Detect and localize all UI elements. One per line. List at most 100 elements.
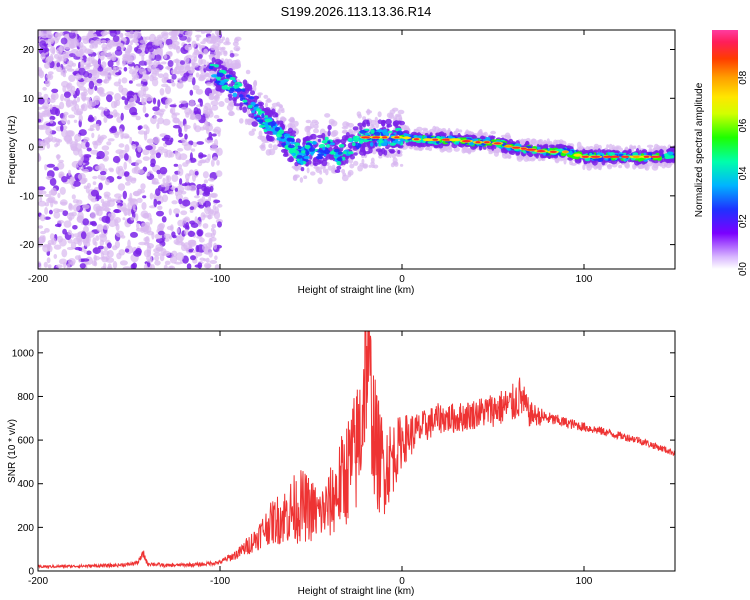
spectrogram-blob (97, 66, 104, 72)
spectrogram-blob (138, 125, 143, 130)
spectrogram-blob (285, 141, 291, 145)
spectrogram-blob (232, 92, 238, 98)
spectrogram-blob (203, 72, 211, 78)
spectrogram-blob (114, 217, 121, 224)
spectrogram-blob (114, 49, 123, 56)
spectrogram-blob (304, 144, 311, 149)
spectrogram-blob (290, 130, 297, 135)
spectrogram-blob (121, 37, 127, 42)
spectrogram-blob (133, 30, 138, 39)
spectrogram-blob (208, 196, 212, 202)
spectrogram-blob (357, 122, 364, 127)
y-tick-label: 400 (17, 479, 34, 490)
spectrogram-blob (123, 135, 130, 139)
spectrogram-blob (164, 104, 168, 109)
spectrogram-blob (155, 244, 164, 251)
spectrogram-blob (62, 228, 67, 235)
spectrogram-blob (75, 143, 82, 152)
spectrogram-blob (249, 96, 255, 100)
spectrogram-blob (187, 230, 195, 237)
spectrogram-peak (503, 145, 513, 148)
spectrogram-blob (264, 115, 269, 118)
spectrogram-blob (65, 130, 74, 137)
spectrogram-blob (203, 258, 207, 262)
spectrogram-blob (336, 165, 342, 170)
y-tick-label: -10 (20, 191, 35, 202)
y-tick-label: 20 (23, 45, 35, 56)
spectrogram-blob (303, 155, 310, 160)
spectrogram-blob (291, 152, 297, 157)
spectrogram-blob (92, 175, 98, 180)
spectrogram-blob (399, 163, 404, 167)
spectrogram-blob (323, 149, 331, 155)
spectrogram-blob (82, 168, 89, 173)
spectrogram-blob (137, 169, 145, 174)
spectrogram-blob (156, 122, 160, 130)
spectrogram-blob (185, 159, 191, 163)
spectrogram-blob (228, 83, 234, 87)
spectrogram-blob (137, 90, 144, 98)
spectrogram-blob (194, 113, 202, 121)
spectrogram-blob (68, 202, 73, 210)
spectrogram-blob (145, 126, 150, 135)
spectrogram-blob (157, 99, 161, 108)
spectrogram-blob (665, 158, 670, 164)
spectrogram-blob (174, 187, 178, 192)
spectrogram-blob (97, 106, 104, 110)
spectrogram-blob (142, 105, 147, 114)
spectrogram-blob (258, 124, 266, 128)
spectrogram-blob (322, 146, 326, 151)
spectrogram-blob (73, 119, 78, 124)
spectrogram-blob (44, 48, 50, 52)
spectrogram-blob (619, 147, 623, 153)
spectrogram-blob (439, 131, 445, 137)
spectrogram-blob (523, 155, 530, 162)
spectrogram-blob (209, 79, 214, 83)
spectrogram-blob (359, 147, 366, 153)
spectrogram-blob (78, 86, 86, 91)
spectrogram-blob (60, 69, 67, 75)
y-tick-label: 0 (28, 567, 34, 578)
spectrogram-blob (38, 91, 42, 97)
spectrogram-blob (311, 119, 318, 124)
spectrogram-blob (103, 150, 110, 156)
spectrogram-blob (312, 143, 317, 149)
spectrogram-blob (171, 30, 179, 36)
spectrogram-blob (49, 104, 53, 110)
spectrogram-blob (206, 206, 211, 212)
spectrogram-blob (157, 205, 163, 210)
spectrogram-blob (271, 111, 278, 118)
spectrogram-peak (525, 148, 537, 151)
spectrogram-blob (154, 260, 161, 266)
spectrogram-peak (394, 136, 400, 139)
spectrogram-blob (133, 94, 137, 102)
spectrogram-blob (63, 91, 71, 98)
spectrogram-blob (44, 202, 50, 207)
spectrogram-blob (424, 133, 429, 136)
spectrogram-blob (392, 157, 398, 164)
colorbar-tick-label: 0.2 (738, 214, 749, 228)
spectrogram-blob (184, 133, 188, 140)
spectrogram-blob (191, 69, 195, 74)
spectrogram-blob (51, 237, 57, 246)
spectrogram-blob (97, 134, 101, 143)
spectrogram-blob (144, 46, 150, 54)
spectrogram-blob (109, 111, 114, 115)
spectrogram-blob (211, 133, 217, 137)
spectrogram-blob (210, 159, 215, 167)
spectrogram-blob (151, 71, 158, 75)
spectrogram-blob (96, 38, 102, 44)
spectrogram-blob (361, 158, 365, 165)
spectrogram-blob (213, 126, 222, 135)
spectrogram-blob (544, 153, 551, 156)
spectrogram-blob (251, 110, 256, 114)
spectrogram-blob (233, 79, 237, 83)
spectrogram-blob (171, 200, 178, 205)
spectrogram-blob (362, 116, 367, 121)
spectrogram-blob (125, 104, 133, 108)
spectrogram-blob (146, 173, 150, 177)
y-tick-label: 600 (17, 436, 34, 447)
spectrogram-blob (383, 149, 388, 156)
spectrogram-blob (159, 43, 164, 49)
spectrogram-blob (197, 229, 203, 237)
